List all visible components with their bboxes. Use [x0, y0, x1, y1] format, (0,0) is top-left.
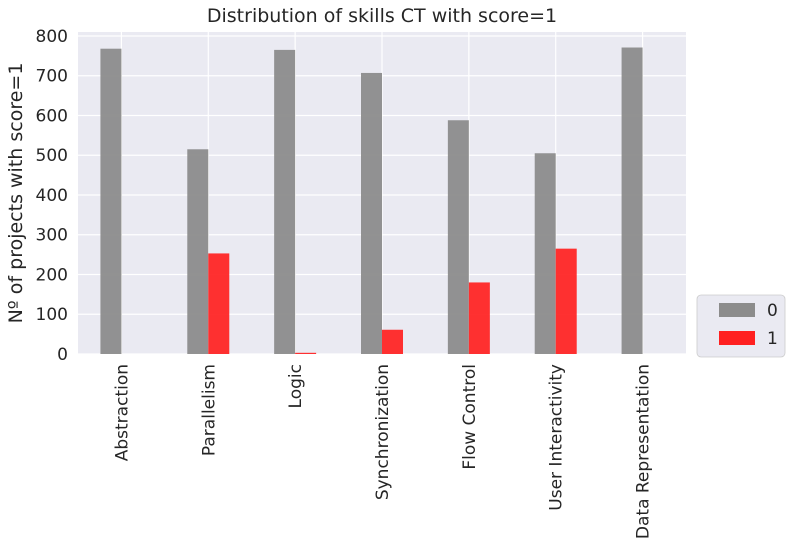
- legend-label-0: 0: [767, 301, 778, 321]
- bar-series-1-user-interactivity: [555, 248, 577, 354]
- x-tick-label: Flow Control: [460, 364, 480, 470]
- y-tick-label: 0: [57, 345, 68, 365]
- y-tick-label: 300: [36, 226, 68, 246]
- y-tick-label: 200: [36, 265, 68, 285]
- legend-swatch-0: [719, 303, 755, 317]
- x-tick-label: Data Representation: [634, 364, 654, 539]
- x-tick-label: Abstraction: [112, 364, 132, 461]
- x-tick-labels: Abstraction Parallelism Logic Synchronizati…: [112, 364, 653, 539]
- legend-label-1: 1: [767, 329, 778, 349]
- x-tick-label: User Interactivity: [547, 364, 567, 511]
- bar-series-1-flow-control: [468, 282, 490, 354]
- bar-series-0-logic: [274, 49, 296, 355]
- bar-series-1-parallelism: [208, 253, 230, 354]
- y-tick-label: 100: [36, 305, 68, 325]
- y-tick-label: 600: [36, 106, 68, 126]
- bar-series-0-synchronization: [361, 72, 382, 354]
- x-tick-label: Parallelism: [199, 364, 219, 456]
- bar-series-1-synchronization: [382, 329, 403, 354]
- y-axis-label: Nº of projects with score=1: [5, 63, 27, 324]
- bar-series-0-user-interactivity: [534, 153, 556, 354]
- legend-swatch-1: [719, 331, 755, 345]
- y-tick-labels: 0 100 200 300 400 500 600 700 800: [36, 27, 68, 365]
- x-tick-label: Logic: [286, 364, 306, 408]
- x-tick-label: Synchronization: [373, 364, 393, 500]
- bar-series-0-flow-control: [447, 120, 469, 354]
- bar-series-0-data-representation: [621, 47, 643, 355]
- y-tick-label: 500: [36, 146, 68, 166]
- bar-series-0-parallelism: [187, 149, 209, 354]
- bar-series-0-abstraction: [100, 48, 122, 355]
- y-tick-label: 400: [36, 186, 68, 206]
- bars: [100, 47, 643, 355]
- bar-series-1-logic: [295, 352, 317, 354]
- y-tick-label: 700: [36, 67, 68, 87]
- chart-title: Distribution of skills CT with score=1: [207, 5, 557, 27]
- y-tick-label: 800: [36, 27, 68, 47]
- legend: 0 1: [696, 294, 786, 358]
